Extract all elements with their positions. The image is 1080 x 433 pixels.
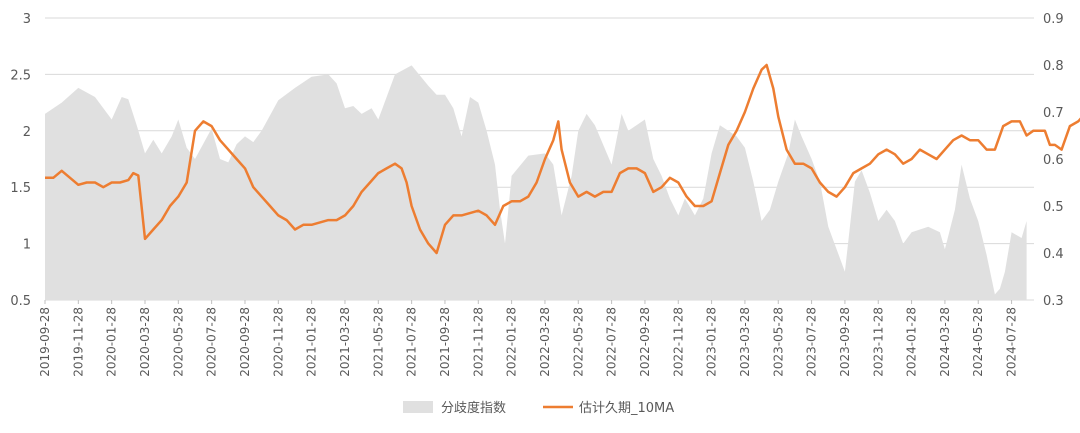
y-right-tick-label: 0.4 bbox=[1043, 247, 1064, 262]
x-tick-label: 2023-11-28 bbox=[871, 307, 885, 377]
x-tick-label: 2022-09-28 bbox=[638, 307, 652, 377]
y-right-tick-label: 0.8 bbox=[1043, 59, 1064, 74]
x-tick-label: 2021-07-28 bbox=[405, 307, 419, 377]
x-tick-label: 2023-07-28 bbox=[805, 307, 819, 377]
x-tick-label: 2021-11-28 bbox=[471, 307, 485, 377]
x-tick-label: 2023-03-28 bbox=[738, 307, 752, 377]
x-tick-label: 2024-05-28 bbox=[971, 307, 985, 377]
x-tick-label: 2024-03-28 bbox=[938, 307, 952, 377]
x-tick-label: 2022-01-28 bbox=[505, 307, 519, 377]
x-tick-label: 2019-11-28 bbox=[71, 307, 85, 377]
x-axis: 2019-09-28 2019-11-28 2020-01-28 2020-03-28… bbox=[38, 300, 1019, 377]
x-tick-label: 2020-09-28 bbox=[238, 307, 252, 377]
x-tick-label: 2022-11-28 bbox=[671, 307, 685, 377]
x-tick-label: 2020-01-28 bbox=[105, 307, 119, 377]
x-tick-label: 2022-03-28 bbox=[538, 307, 552, 377]
y-left-tick-label: 0.5 bbox=[10, 294, 31, 309]
legend-swatch-area bbox=[403, 401, 433, 413]
x-tick-label: 2024-07-28 bbox=[1005, 307, 1019, 377]
y-left-tick-label: 3 bbox=[23, 12, 31, 27]
series-line-duration-10ma bbox=[45, 63, 1080, 255]
x-tick-label: 2024-01-28 bbox=[905, 307, 919, 377]
y-left-tick-label: 1 bbox=[23, 238, 31, 253]
y-right-tick-label: 0.5 bbox=[1043, 200, 1064, 215]
x-tick-label: 2021-05-28 bbox=[371, 307, 385, 377]
y-axis-right: 0.3 0.4 0.5 0.6 0.7 0.8 0.9 bbox=[1043, 12, 1064, 309]
y-left-tick-label: 2 bbox=[23, 125, 31, 140]
x-tick-label: 2020-11-28 bbox=[271, 307, 285, 377]
y-right-tick-label: 0.7 bbox=[1043, 106, 1064, 121]
y-left-tick-label: 1.5 bbox=[10, 181, 31, 196]
x-tick-label: 2020-03-28 bbox=[138, 307, 152, 377]
y-right-tick-label: 0.6 bbox=[1043, 153, 1064, 168]
legend-label-area: 分歧度指数 bbox=[441, 400, 506, 416]
y-right-tick-label: 0.9 bbox=[1043, 12, 1064, 27]
x-tick-label: 2021-09-28 bbox=[438, 307, 452, 377]
x-tick-label: 2023-05-28 bbox=[771, 307, 785, 377]
legend: 分歧度指数 估计久期_10MA bbox=[403, 400, 674, 416]
y-axis-left: 0.5 1 1.5 2 2.5 3 bbox=[10, 12, 31, 309]
x-tick-label: 2019-09-28 bbox=[38, 307, 52, 377]
x-tick-label: 2022-07-28 bbox=[605, 307, 619, 377]
x-tick-label: 2020-05-28 bbox=[171, 307, 185, 377]
x-tick-label: 2023-01-28 bbox=[705, 307, 719, 377]
x-tick-label: 2021-01-28 bbox=[305, 307, 319, 377]
y-left-tick-label: 2.5 bbox=[10, 68, 31, 83]
x-tick-label: 2023-09-28 bbox=[838, 307, 852, 377]
x-tick-label: 2020-07-28 bbox=[205, 307, 219, 377]
duration-10ma-line-layer bbox=[45, 63, 1080, 255]
x-tick-label: 2022-05-28 bbox=[571, 307, 585, 377]
x-tick-label: 2021-03-28 bbox=[338, 307, 352, 377]
legend-label-line: 估计久期_10MA bbox=[579, 401, 674, 416]
y-right-tick-label: 0.3 bbox=[1043, 294, 1064, 309]
